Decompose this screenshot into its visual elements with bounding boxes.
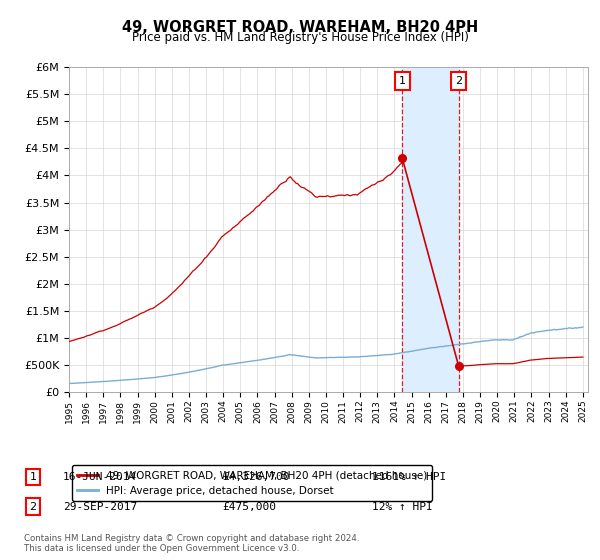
Text: £4,326,700: £4,326,700 [222,472,290,482]
Text: 12% ↑ HPI: 12% ↑ HPI [372,502,433,512]
Text: 29-SEP-2017: 29-SEP-2017 [63,502,137,512]
Bar [402,67,458,392]
Text: 49, WORGRET ROAD, WAREHAM, BH20 4PH: 49, WORGRET ROAD, WAREHAM, BH20 4PH [122,20,478,35]
Text: 16-JUN-2014: 16-JUN-2014 [63,472,137,482]
Legend: 49, WORGRET ROAD, WAREHAM, BH20 4PH (detached house), HPI: Average price, detach: 49, WORGRET ROAD, WAREHAM, BH20 4PH (det… [71,465,433,501]
Text: 2: 2 [455,76,462,86]
Text: 2: 2 [29,502,37,512]
Text: Price paid vs. HM Land Registry's House Price Index (HPI): Price paid vs. HM Land Registry's House … [131,31,469,44]
Text: Contains HM Land Registry data © Crown copyright and database right 2024.
This d: Contains HM Land Registry data © Crown c… [24,534,359,553]
Text: 1: 1 [398,76,406,86]
Text: 1: 1 [29,472,37,482]
Text: 1161% ↑ HPI: 1161% ↑ HPI [372,472,446,482]
Text: £475,000: £475,000 [222,502,276,512]
